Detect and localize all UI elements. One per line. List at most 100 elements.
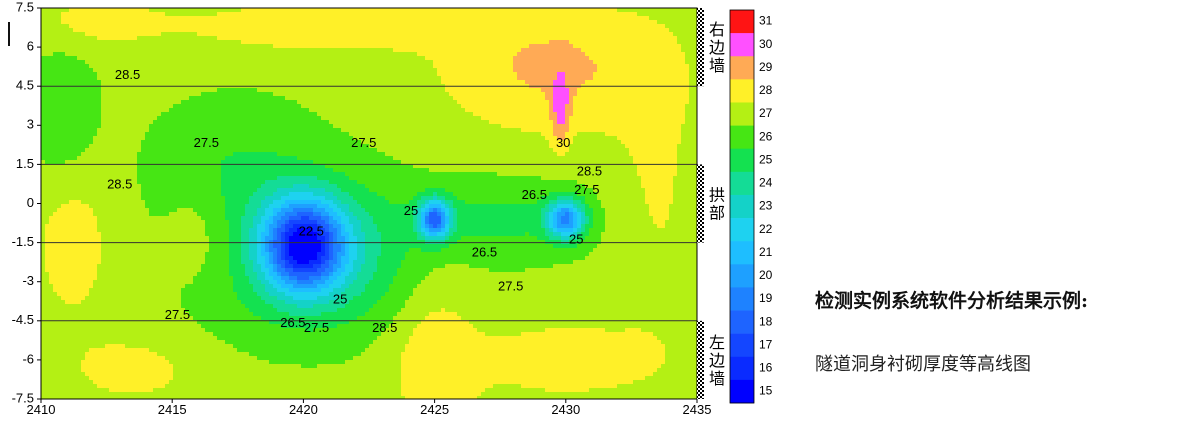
- field-cell: [181, 96, 186, 101]
- field-cell: [89, 108, 94, 113]
- field-cell: [125, 32, 130, 37]
- field-cell: [461, 92, 466, 97]
- field-cell: [529, 8, 534, 13]
- field-cell: [521, 124, 526, 129]
- field-cell: [129, 40, 134, 45]
- field-cell: [637, 20, 642, 25]
- field-cell: [453, 100, 458, 105]
- field-cell: [597, 112, 602, 117]
- field-cell: [289, 108, 294, 113]
- field-cell: [565, 104, 570, 109]
- field-cell: [165, 120, 170, 125]
- field-cell: [657, 36, 662, 41]
- field-cell: [281, 108, 286, 113]
- field-cell: [305, 8, 310, 13]
- field-cell: [121, 36, 126, 41]
- field-cell: [489, 88, 494, 93]
- field-cell: [133, 48, 138, 53]
- field-cell: [529, 24, 534, 29]
- field-cell: [585, 20, 590, 25]
- field-cell: [153, 124, 158, 129]
- field-cell: [405, 92, 410, 97]
- field-cell: [193, 76, 198, 81]
- field-cell: [573, 28, 578, 33]
- field-cell: [265, 52, 270, 57]
- field-cell: [349, 100, 354, 105]
- field-cell: [449, 80, 454, 85]
- field-cell: [369, 92, 374, 97]
- field-cell: [297, 124, 302, 129]
- field-cell: [361, 32, 366, 37]
- field-cell: [585, 48, 590, 53]
- field-cell: [401, 52, 406, 57]
- field-cell: [509, 40, 514, 45]
- field-cell: [189, 40, 194, 45]
- field-cell: [305, 68, 310, 73]
- field-cell: [189, 68, 194, 73]
- field-cell: [445, 120, 450, 125]
- field-cell: [257, 72, 262, 77]
- field-cell: [297, 64, 302, 69]
- field-cell: [481, 112, 486, 117]
- field-cell: [57, 108, 62, 113]
- field-cell: [189, 12, 194, 17]
- field-cell: [689, 52, 694, 57]
- contour-chart: 28.527.5 27.5 3028.527.526.528.52522.52526…: [12, 0, 773, 417]
- field-cell: [561, 72, 566, 77]
- field-cell: [685, 76, 690, 81]
- field-cell: [581, 48, 586, 53]
- field-cell: [541, 60, 546, 65]
- field-cell: [217, 104, 222, 109]
- field-cell: [57, 52, 62, 57]
- field-cell: [525, 108, 530, 113]
- field-cell: [633, 108, 638, 113]
- field-cell: [645, 60, 650, 65]
- field-cell: [533, 12, 538, 17]
- field-cell: [105, 48, 110, 53]
- field-cell: [617, 20, 622, 25]
- field-cell: [557, 76, 562, 81]
- field-cell: [501, 124, 506, 129]
- field-cell: [601, 120, 606, 125]
- field-cell: [441, 8, 446, 13]
- field-cell: [673, 64, 678, 69]
- field-cell: [97, 40, 102, 45]
- field-cell: [645, 120, 650, 125]
- field-cell: [205, 56, 210, 61]
- field-cell: [521, 116, 526, 121]
- field-cell: [341, 12, 346, 17]
- field-cell: [341, 56, 346, 61]
- field-cell: [461, 36, 466, 41]
- field-cell: [561, 116, 566, 121]
- field-cell: [649, 40, 654, 45]
- field-cell: [69, 56, 74, 61]
- field-cell: [597, 72, 602, 77]
- field-cell: [289, 120, 294, 125]
- field-cell: [421, 72, 426, 77]
- field-cell: [573, 100, 578, 105]
- field-cell: [397, 116, 402, 121]
- field-cell: [481, 28, 486, 33]
- field-cell: [473, 68, 478, 73]
- field-cell: [53, 32, 58, 37]
- field-cell: [393, 40, 398, 45]
- field-cell: [357, 124, 362, 129]
- field-cell: [513, 104, 518, 109]
- field-cell: [677, 16, 682, 21]
- field-cell: [125, 52, 130, 57]
- field-cell: [433, 36, 438, 41]
- field-cell: [145, 80, 150, 85]
- field-cell: [381, 56, 386, 61]
- field-cell: [669, 104, 674, 109]
- field-cell: [85, 56, 90, 61]
- field-cell: [157, 16, 162, 21]
- field-cell: [529, 36, 534, 41]
- field-cell: [669, 108, 674, 113]
- field-cell: [81, 28, 86, 33]
- field-cell: [113, 80, 118, 85]
- field-cell: [341, 60, 346, 65]
- field-cell: [345, 8, 350, 13]
- field-cell: [477, 24, 482, 29]
- field-cell: [641, 60, 646, 65]
- field-cell: [201, 12, 206, 17]
